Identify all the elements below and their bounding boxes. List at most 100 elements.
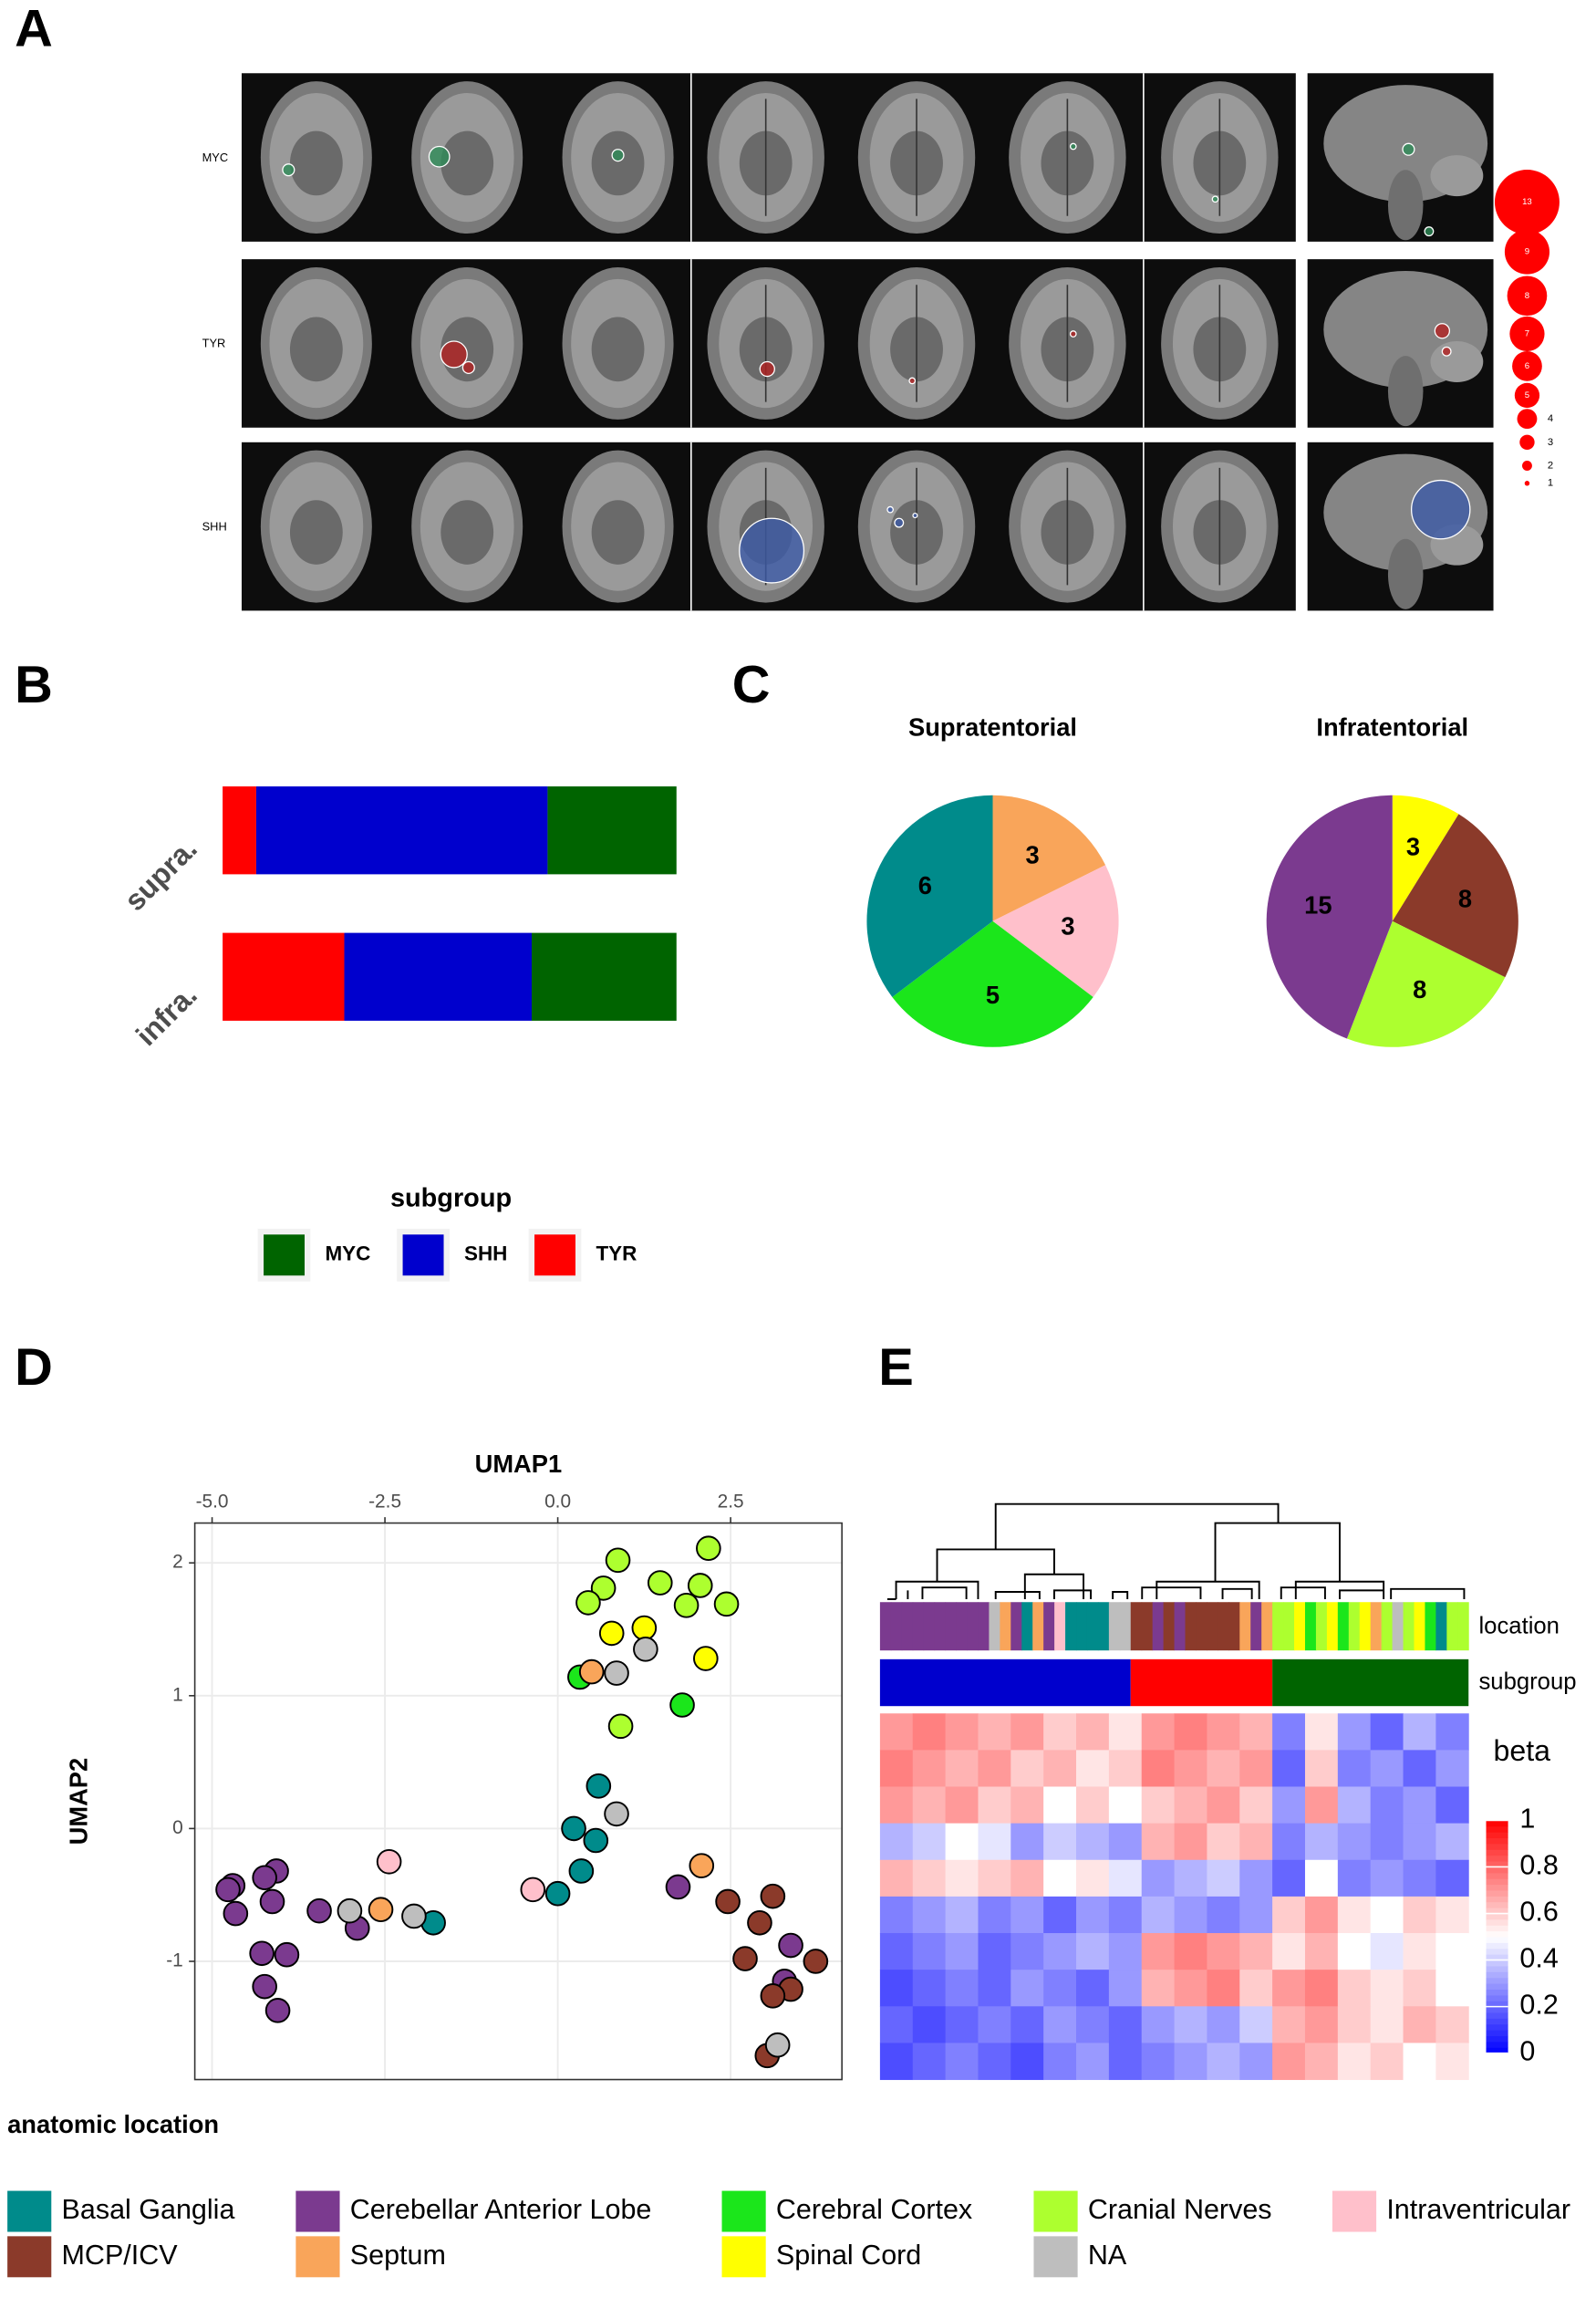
heat-cell (1108, 1859, 1143, 1897)
size-legend-label: 7 (1525, 329, 1529, 339)
heat-cell (1370, 1823, 1404, 1861)
lesion (912, 513, 918, 519)
heat-cell (945, 2006, 979, 2043)
point (760, 1983, 786, 2009)
heat-cell (1141, 1713, 1176, 1751)
point (760, 1883, 786, 1909)
heat-cell (1304, 1750, 1339, 1787)
heat-cell (1304, 2006, 1339, 2043)
size-legend-label: 8 (1525, 291, 1529, 301)
heat-cell (1370, 1933, 1404, 1970)
colorbar-step (1486, 1925, 1508, 1932)
point (259, 1888, 285, 1915)
dendrogram (886, 1502, 1466, 1600)
location-cell (989, 1602, 1000, 1651)
point (376, 1848, 402, 1875)
point (590, 1575, 617, 1601)
heat-cell (945, 2043, 979, 2081)
charts: supra. infra. subgroup MYC SHH TYR Supratentor… (7, 713, 1577, 2278)
point (732, 1946, 758, 1971)
size-legend-dot (1512, 350, 1542, 381)
heat-cell (1435, 2043, 1469, 2081)
heat-cell (1010, 1750, 1044, 1787)
heat-cell (1239, 1786, 1273, 1825)
size-legend-dot (1521, 461, 1532, 471)
point (633, 1637, 658, 1662)
location-cell (1119, 1602, 1132, 1651)
colorbar-step (1486, 1896, 1508, 1903)
heat-cell (1435, 1713, 1469, 1751)
lesion (440, 340, 468, 369)
lesion (1434, 323, 1451, 339)
legend-label: MCP/ICV (62, 2240, 179, 2271)
heat-cell (945, 1933, 979, 1970)
row-label: MYC (202, 151, 229, 164)
brain-core (440, 130, 494, 196)
point (713, 1591, 740, 1617)
pie-label: 5 (986, 981, 1000, 1009)
heat-cell (1108, 1896, 1143, 1934)
location-cell (923, 1602, 936, 1651)
heat-cell (1207, 1933, 1240, 1970)
location-cell (1414, 1602, 1425, 1651)
size-legend-label: 13 (1522, 197, 1532, 207)
colorbar-tick-label: 0.2 (1519, 1990, 1558, 2021)
heat-cell (1370, 1896, 1404, 1934)
heat-cell (879, 1750, 914, 1787)
point (401, 1903, 427, 1929)
bar-segment (255, 786, 548, 875)
legend-swatch (1033, 2236, 1078, 2278)
location-cell (1326, 1602, 1339, 1651)
colorbar-step (1486, 1954, 1508, 1961)
pie-slice (992, 795, 1106, 921)
heat-cell (1043, 1750, 1077, 1787)
pie-slice (866, 795, 993, 997)
heat-cell (1043, 1896, 1077, 1934)
lesion (1410, 479, 1471, 540)
heat-cell (1272, 1859, 1306, 1897)
heat-cell (1239, 1970, 1273, 2007)
colorbar-step (1486, 1908, 1508, 1915)
point (715, 1888, 741, 1915)
brain-core (591, 500, 645, 565)
point (561, 1815, 586, 1842)
heat-cell (1207, 1823, 1240, 1861)
pie-title: Infratentorial (1316, 713, 1468, 742)
colorbar-step (1486, 2018, 1508, 2025)
bar-segment (344, 932, 533, 1021)
category-label: infra. (130, 978, 203, 1052)
point (520, 1877, 546, 1903)
colorbar-step (1486, 1901, 1508, 1908)
mri-panel: MYC TYR SHH 13 9 8 7 6 5 4 3 2 1 (202, 73, 1560, 611)
legend-swatch (7, 2190, 52, 2232)
heat-cell (1108, 1750, 1143, 1787)
colorbar-step (1486, 1960, 1508, 1967)
location-cell (1283, 1602, 1295, 1651)
heat-cell (1304, 1933, 1339, 1970)
subgroup-segment (1272, 1658, 1469, 1707)
lesion (1402, 142, 1415, 156)
y-tick-label: 1 (172, 1684, 183, 1705)
colorbar-step (1486, 1948, 1508, 1955)
heat-cell (978, 2006, 1011, 2043)
heat-cell (1141, 1970, 1176, 2007)
heat-cell (1337, 1786, 1372, 1825)
point (604, 1801, 629, 1827)
point (689, 1853, 715, 1878)
heat-cell (1076, 2006, 1110, 2043)
location-cell (934, 1602, 947, 1651)
location-cell (879, 1602, 892, 1651)
colorbar-step (1486, 1918, 1508, 1926)
location-cell (1250, 1602, 1262, 1651)
colorbar-step (1486, 1942, 1508, 1949)
colorbar-step (1486, 1866, 1508, 1874)
location-cell (1239, 1602, 1251, 1651)
heat-cell (1370, 1970, 1404, 2007)
location-cell (1141, 1602, 1154, 1651)
point (223, 1900, 249, 1927)
heat-cell (879, 1933, 914, 1970)
heat-cell (879, 2006, 914, 2043)
heat-cell (1239, 1933, 1273, 1970)
subgroup-segment (879, 1658, 1131, 1707)
brainstem (1387, 170, 1424, 241)
